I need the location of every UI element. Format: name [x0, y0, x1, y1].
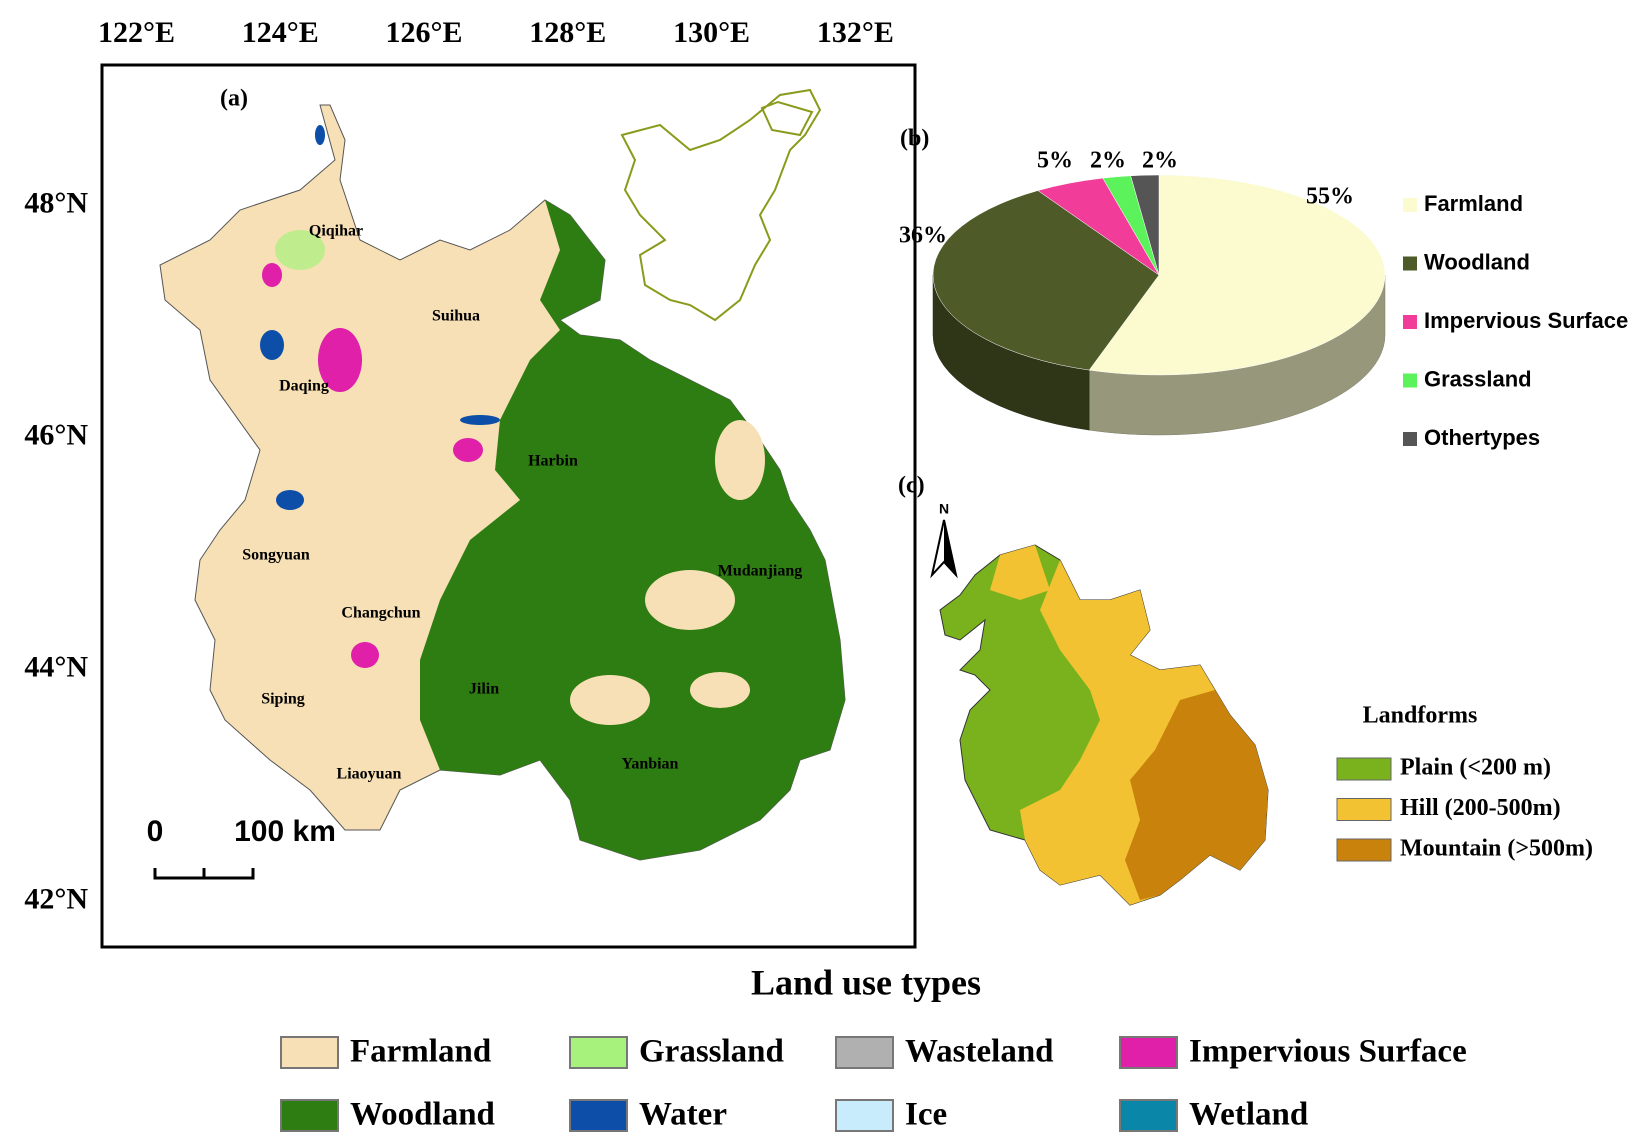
landform-label: Mountain (>500m): [1400, 836, 1593, 862]
legend-swatch: [1119, 1099, 1178, 1132]
legend-label: Ice: [905, 1097, 947, 1133]
pie-legend-label: Othertypes: [1424, 425, 1540, 450]
pie-legend-swatch: [1403, 373, 1417, 388]
legend-title: Land use types: [751, 962, 981, 1002]
lon-tick-label: 124°E: [242, 16, 319, 49]
pie-value-label: 55%: [1306, 184, 1354, 210]
pie-slice: [1130, 174, 1160, 276]
lon-tick-label: 130°E: [673, 16, 750, 49]
city-label: Harbin: [528, 453, 578, 470]
urban-patch: [318, 328, 362, 392]
city-label: Mudanjiang: [718, 563, 802, 580]
grass-patch: [275, 230, 325, 270]
city-label: Siping: [261, 691, 305, 708]
pie-legend-swatch: [1403, 198, 1417, 212]
landforms-title: Landforms: [1363, 703, 1478, 729]
pie-legend-swatch: [1403, 432, 1417, 446]
city-label: Yanbian: [622, 756, 679, 773]
pie-value-label: 2%: [1090, 148, 1126, 174]
landform-swatch: [1336, 798, 1392, 821]
farmland-patch: [690, 672, 750, 708]
pie-legend-swatch: [1403, 256, 1417, 271]
landform-label: Plain (<200 m): [1400, 755, 1551, 781]
water-patch: [276, 490, 304, 510]
landform-mountain: [1125, 690, 1268, 900]
landform-hill: [990, 545, 1050, 600]
lon-tick-label: 132°E: [817, 16, 894, 49]
farmland-patch: [715, 420, 765, 500]
landform-label: Hill (200-500m): [1400, 795, 1561, 821]
urban-patch: [351, 642, 379, 668]
pie-slice: [932, 190, 1160, 371]
lon-tick-label: 128°E: [529, 16, 606, 49]
city-label: Suihua: [432, 308, 480, 325]
panel-label: (b): [900, 126, 929, 152]
legend-label: Grassland: [639, 1034, 784, 1070]
landform-swatch: [1336, 838, 1392, 862]
lat-tick-label: 42°N: [24, 883, 88, 916]
city-label: Qiqihar: [309, 223, 363, 240]
pie-legend-swatch: [1403, 315, 1417, 329]
urban-patch: [453, 438, 483, 462]
legend-swatch: [280, 1099, 339, 1132]
legend-swatch: [280, 1036, 339, 1069]
legend-swatch: [1119, 1036, 1178, 1069]
panel-label: (c): [898, 473, 925, 499]
north-arrow-fill: [944, 520, 956, 575]
lon-tick-label: 122°E: [98, 16, 175, 49]
lat-tick-label: 44°N: [24, 651, 88, 684]
water-patch: [460, 415, 500, 425]
legend-swatch: [835, 1099, 894, 1132]
north-label: N: [939, 501, 949, 517]
china-inset: [620, 88, 822, 322]
scale-label: 100 km: [234, 815, 336, 848]
lon-tick-label: 126°E: [386, 16, 463, 49]
farmland-patch: [645, 570, 735, 630]
legend-label: Wetland: [1189, 1097, 1308, 1133]
pie-legend-label: Impervious Surface: [1424, 308, 1628, 333]
city-label: Changchun: [341, 605, 420, 622]
city-label: Daqing: [279, 378, 329, 395]
city-label: Liaoyuan: [337, 766, 402, 783]
legend-label: Impervious Surface: [1189, 1034, 1467, 1070]
woodland-patch: [505, 440, 575, 500]
pie-slice: [1088, 174, 1386, 376]
city-label: Jilin: [469, 681, 499, 698]
urban-patch: [262, 263, 282, 287]
city-label: Songyuan: [242, 547, 310, 564]
legend-label: Farmland: [350, 1034, 491, 1070]
legend-label: Wasteland: [905, 1034, 1054, 1070]
panel-label: (a): [220, 86, 248, 112]
legend-label: Woodland: [350, 1097, 495, 1133]
lat-tick-label: 46°N: [24, 418, 88, 451]
pie-value-label: 5%: [1037, 148, 1073, 174]
landform-swatch: [1336, 757, 1392, 781]
water-patch: [260, 330, 284, 360]
pie-legend-label: Grassland: [1424, 366, 1532, 391]
farmland-patch: [570, 675, 650, 725]
pie-value-label: 36%: [899, 223, 947, 249]
lat-tick-label: 48°N: [24, 186, 88, 219]
pie-legend-label: Farmland: [1424, 191, 1523, 216]
pie-value-label: 2%: [1142, 148, 1178, 174]
legend-swatch: [835, 1036, 894, 1069]
scale-bar: [153, 868, 255, 880]
legend-swatch: [569, 1099, 628, 1132]
scale-label: 0: [147, 815, 164, 848]
legend-swatch: [569, 1036, 628, 1069]
water-patch: [315, 125, 325, 145]
legend-label: Water: [639, 1097, 727, 1133]
pie-legend-label: Woodland: [1424, 249, 1530, 274]
